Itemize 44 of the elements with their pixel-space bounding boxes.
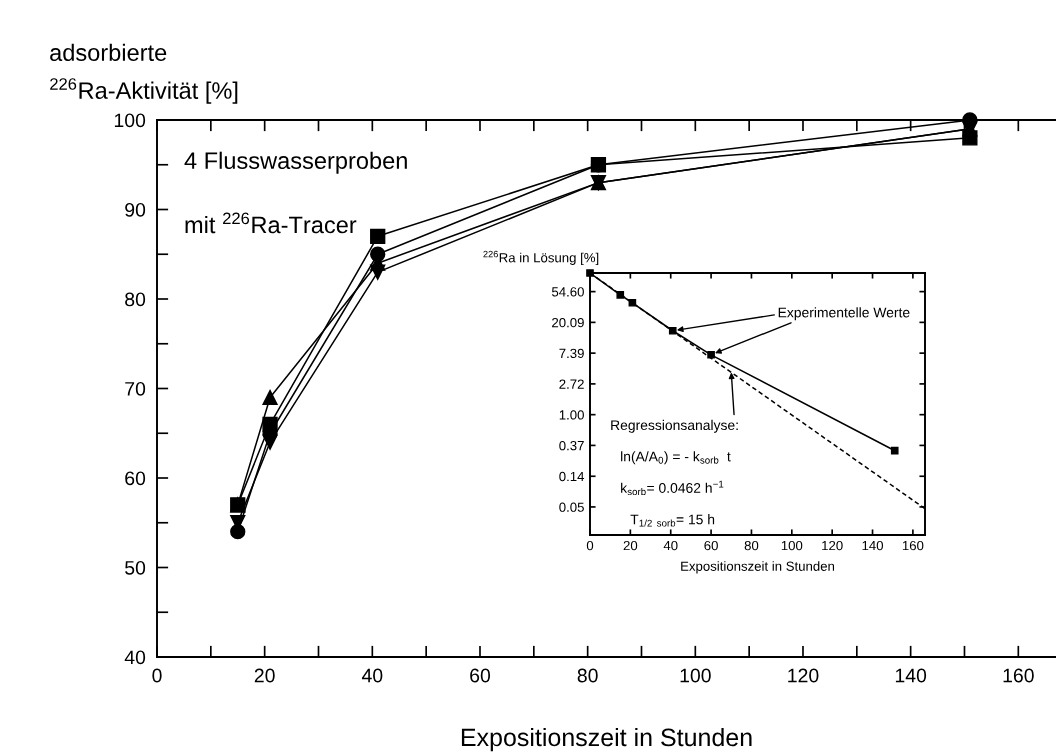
annotation: mit $^{226}$Ra-Tracer	[185, 212, 357, 234]
annotation: T$_{1/2 sorb}$= 15 h	[630, 514, 715, 527]
x-tick-label: 100	[781, 540, 803, 551]
y-tick-label: 0.14	[559, 471, 585, 482]
y-tick-label: 80	[125, 292, 146, 307]
x-tick-label: 40	[361, 668, 383, 683]
y-tick-label: 100	[114, 113, 146, 128]
annotation: ln(A/A$_{0}$) = - k$_{sorb}$ t	[621, 451, 731, 465]
x-tick-label: 0	[152, 668, 162, 683]
x-tick-label: 160	[1003, 668, 1034, 683]
y-tick-label: 40	[124, 650, 146, 665]
x-tick-label: 120	[788, 668, 819, 683]
x-tick-label: 60	[704, 540, 718, 551]
annotation: k$_{sorb}$= 0.0462 h$^{−1}$	[621, 480, 724, 496]
y-tick-label: 70	[125, 381, 146, 396]
y-tick-label: 50	[125, 560, 146, 575]
x-tick-label: 100	[680, 668, 711, 683]
annotation: Regressionsanalyse:	[611, 419, 738, 433]
x-tick-label: 160	[902, 540, 924, 551]
y-axis-title: $^{226}$Ra in Lösung [%]	[483, 250, 599, 265]
x-tick-label: 80	[744, 540, 759, 551]
annotation: Experimentelle Werte	[778, 307, 910, 321]
y-tick-label: 1.00	[559, 410, 584, 420]
x-tick-label: 40	[663, 540, 678, 551]
y-tick-label: 7.39	[559, 348, 584, 359]
x-tick-label: 20	[254, 668, 275, 683]
x-axis-title: Expositionszeit in Stunden	[681, 561, 835, 574]
x-tick-label: 20	[623, 540, 638, 551]
y-tick-label: 20.09	[552, 317, 584, 328]
x-tick-label: 140	[895, 668, 927, 683]
x-tick-label: 60	[470, 668, 491, 683]
x-tick-label: 120	[822, 540, 843, 551]
y-tick-label: 60	[125, 471, 146, 486]
x-tick-label: 0	[586, 540, 594, 551]
y-tick-label: 90	[125, 202, 146, 217]
annotation: 4 Flusswasserproben	[184, 151, 407, 174]
x-tick-label: 80	[577, 668, 598, 683]
y-tick-label: 54.60	[551, 287, 584, 297]
y-tick-label: 0.05	[559, 502, 584, 512]
y-axis-title: adsorbierte $^{226}$Ra-Aktivität [%]	[50, 43, 238, 104]
x-tick-label: 140	[862, 540, 884, 551]
y-tick-label: 0.37	[559, 440, 584, 451]
x-axis-title: Expositionszeit in Stunden	[461, 727, 752, 752]
y-tick-label: 2.72	[559, 379, 584, 389]
